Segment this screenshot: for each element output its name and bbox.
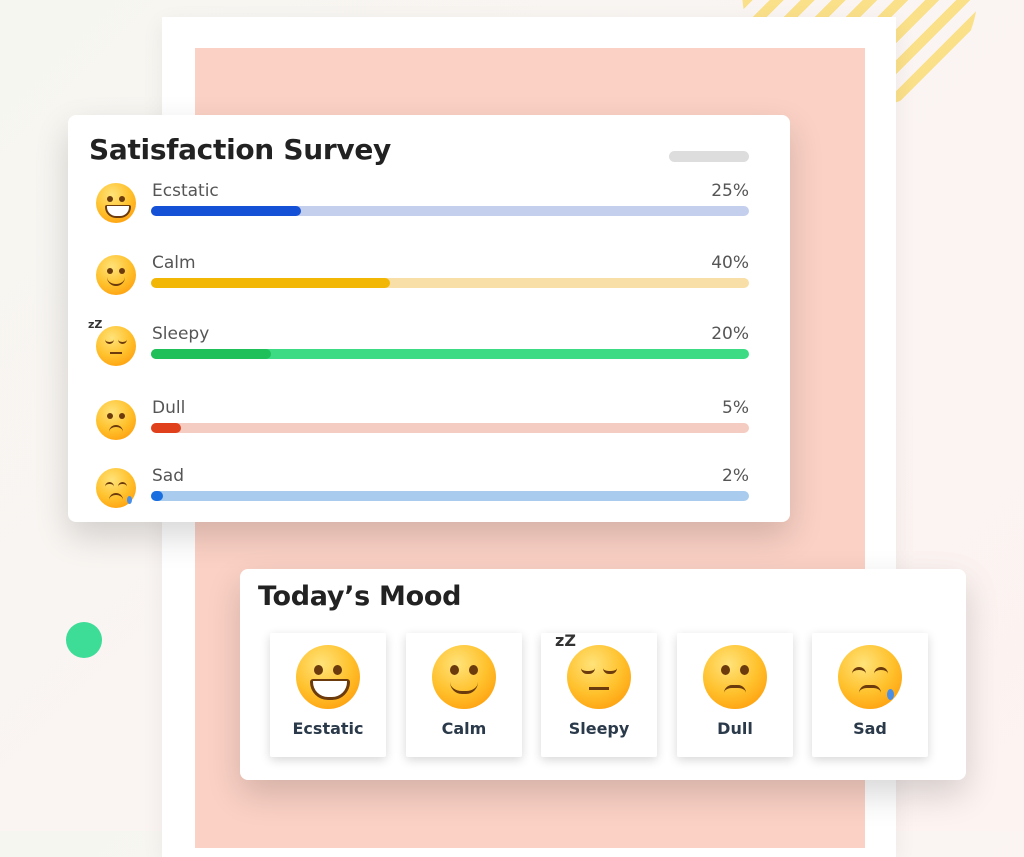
survey-row-sleepy: zZ Sleepy 20% [68,318,790,384]
mood-option-sad[interactable]: Sad [812,633,928,757]
mood-option-label: Ecstatic [292,719,364,738]
grinning-face-icon [296,645,360,709]
survey-row-percent: 25% [711,181,749,201]
progress-fill [151,206,301,216]
decorative-green-dot [66,622,102,658]
mood-option-ecstatic[interactable]: Ecstatic [270,633,386,757]
survey-title: Satisfaction Survey [89,133,391,166]
sleepy-face-icon: zZ [88,318,136,366]
todays-mood-card: Today’s Mood Ecstatic Calm zZ Sleepy Dul… [240,569,966,780]
survey-row-label: Sad [152,466,184,486]
sad-face-icon [838,645,902,709]
survey-row-percent: 20% [711,324,749,344]
smiling-face-icon [96,255,136,295]
neutral-face-icon [703,645,767,709]
progress-fill [151,491,163,501]
mood-option-dull[interactable]: Dull [677,633,793,757]
mood-title: Today’s Mood [258,581,462,612]
sleepy-face-icon: zZ [555,631,631,709]
survey-row-label: Dull [152,398,186,418]
mood-option-label: Sleepy [568,719,630,738]
neutral-face-icon [96,400,136,440]
mood-option-calm[interactable]: Calm [406,633,522,757]
progress-fill [151,349,271,359]
progress-track [151,423,749,433]
progress-fill [151,278,391,288]
mood-option-label: Dull [717,719,753,738]
survey-row-percent: 40% [711,253,749,273]
mood-option-sleepy[interactable]: zZ Sleepy [541,631,657,757]
survey-row-calm: Calm 40% [68,253,790,313]
satisfaction-survey-card: Satisfaction Survey Ecstatic 25% Calm 40… [68,115,790,522]
survey-row-label: Ecstatic [152,181,219,201]
smiling-face-icon [432,645,496,709]
survey-row-label: Sleepy [152,324,210,344]
sad-face-icon [96,468,136,508]
progress-track [151,206,749,216]
grinning-face-icon [96,183,136,223]
progress-fill [151,423,181,433]
survey-row-dull: Dull 5% [68,398,790,458]
progress-track [151,491,749,501]
mood-option-label: Sad [853,719,887,738]
title-placeholder-pill [669,151,749,162]
progress-track [151,349,749,359]
survey-row-percent: 2% [722,466,749,486]
mood-option-label: Calm [441,719,487,738]
survey-row-ecstatic: Ecstatic 25% [68,181,790,241]
progress-track [151,278,749,288]
survey-row-percent: 5% [722,398,749,418]
survey-row-sad: Sad 2% [68,466,790,526]
survey-row-label: Calm [152,253,196,273]
